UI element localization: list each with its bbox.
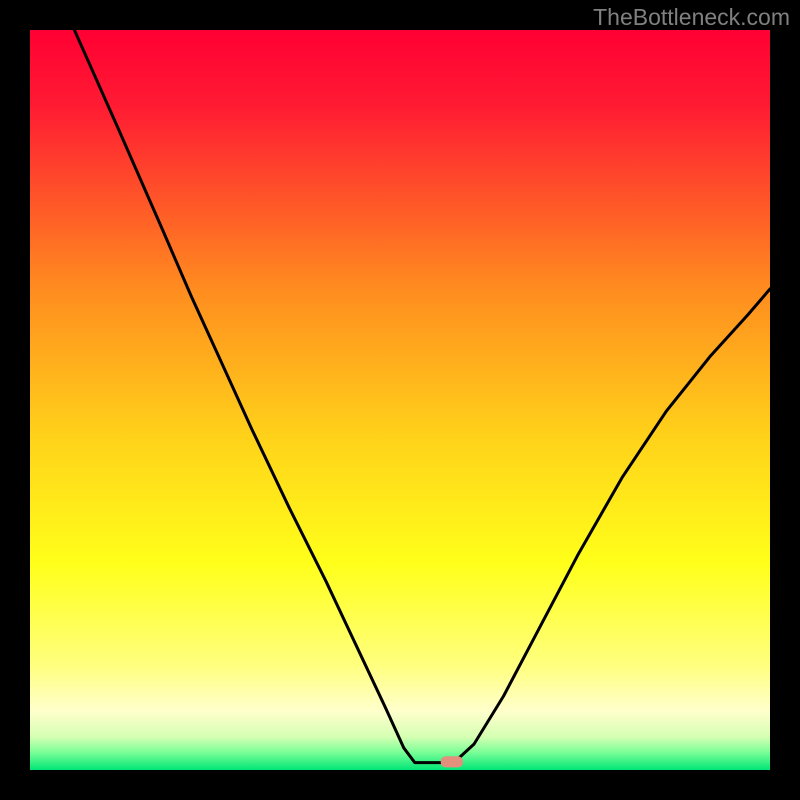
gradient-plot-svg: [30, 30, 770, 770]
plot-area: [30, 30, 770, 770]
gradient-background: [30, 30, 770, 770]
optimum-marker: [441, 756, 463, 767]
watermark-text: TheBottleneck.com: [593, 4, 790, 31]
